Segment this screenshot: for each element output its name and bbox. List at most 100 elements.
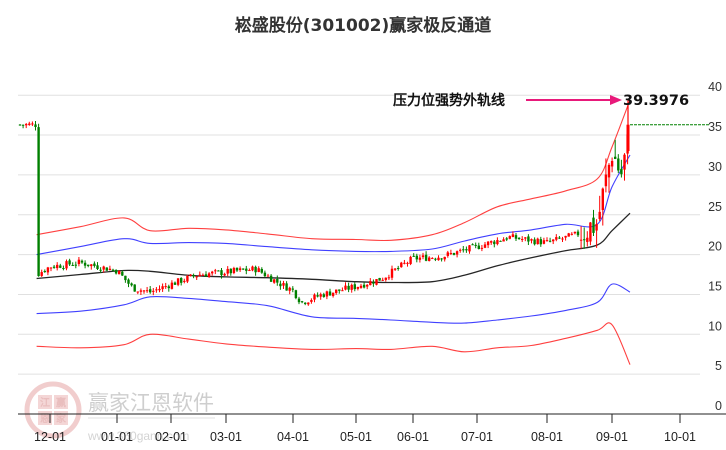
candle <box>276 278 279 283</box>
watermark-logo-char: 恩 <box>40 413 50 425</box>
x-tick-label: 09-01 <box>596 430 628 444</box>
chart-title: 崧盛股份(301002)赢家极反通道 <box>234 16 492 36</box>
candle <box>505 238 508 240</box>
candle <box>595 223 598 231</box>
candle <box>43 271 46 273</box>
candle <box>77 259 81 265</box>
candle <box>477 245 480 249</box>
candle <box>514 235 518 239</box>
candle <box>397 267 400 269</box>
candle <box>195 276 198 278</box>
candle <box>604 174 608 187</box>
arrow-head-icon <box>610 95 622 105</box>
candle <box>626 124 630 151</box>
candle <box>372 282 375 284</box>
candle <box>384 277 387 280</box>
annotation: 压力位强势外轨线 39.3976 <box>393 92 689 109</box>
candle <box>83 262 87 266</box>
candle <box>552 239 555 242</box>
candle <box>601 188 604 211</box>
x-tick-label: 06-01 <box>397 430 429 444</box>
candle <box>508 236 511 239</box>
outer-upper-band-line <box>36 99 631 242</box>
candle <box>598 211 601 219</box>
candle <box>496 240 499 245</box>
candle <box>533 239 536 245</box>
x-tick-label: 01-01 <box>101 430 133 444</box>
candle <box>480 247 484 249</box>
candle <box>214 270 217 272</box>
inner-upper-band-line <box>36 154 631 256</box>
candle <box>462 249 465 251</box>
candle <box>183 280 186 282</box>
candle <box>341 290 344 292</box>
candle <box>245 268 248 271</box>
watermark-logo-char: 赢 <box>56 396 66 409</box>
candle <box>459 249 462 251</box>
candle <box>307 302 310 305</box>
candle <box>362 284 366 288</box>
candle <box>369 281 372 286</box>
candle <box>207 273 211 278</box>
candle <box>570 233 573 235</box>
candle <box>291 288 294 290</box>
candle <box>564 235 567 238</box>
candle <box>180 277 183 283</box>
x-tick-label: 08-01 <box>531 430 563 444</box>
candle <box>263 272 267 277</box>
candle <box>269 275 273 282</box>
candle <box>468 245 471 252</box>
candle <box>87 264 90 266</box>
candle <box>381 279 384 281</box>
x-tick-label: 02-01 <box>155 430 187 444</box>
candle <box>455 251 459 255</box>
candle <box>235 267 239 271</box>
candle <box>387 277 391 279</box>
candle <box>530 239 533 241</box>
candle <box>335 289 338 294</box>
candle <box>201 274 205 276</box>
candle <box>524 237 527 239</box>
candle <box>366 284 369 287</box>
candle <box>437 257 440 261</box>
candle <box>189 274 192 276</box>
candle <box>282 282 285 286</box>
y-tick-label: 35 <box>708 120 722 134</box>
candle <box>74 264 77 266</box>
candle <box>99 269 102 271</box>
candle <box>260 268 263 273</box>
candle <box>257 268 260 272</box>
candle <box>313 294 316 300</box>
candle <box>254 266 257 273</box>
x-tick-label: 07-01 <box>461 430 493 444</box>
candle <box>567 233 570 237</box>
candle <box>288 287 291 291</box>
candlesticks <box>18 99 630 306</box>
candle <box>56 264 59 269</box>
candle <box>493 241 496 245</box>
candle <box>139 290 143 292</box>
candle <box>434 258 437 260</box>
candle <box>25 124 28 126</box>
candle <box>614 156 617 159</box>
candle <box>152 290 155 292</box>
candle <box>610 160 614 167</box>
watermark-brand-name: 赢家江恩软件 <box>88 391 214 415</box>
candle <box>161 286 164 290</box>
candle <box>111 269 115 271</box>
candle <box>449 252 453 254</box>
candle <box>28 123 31 125</box>
candle <box>316 295 319 297</box>
candle <box>62 267 65 269</box>
watermark-logo-cell <box>54 395 68 409</box>
candle <box>545 240 549 242</box>
y-tick-label: 5 <box>715 359 722 373</box>
candle <box>350 284 353 290</box>
y-tick-label: 20 <box>708 240 722 254</box>
candle <box>502 239 505 242</box>
candle <box>431 258 434 260</box>
candle <box>49 267 53 269</box>
candle <box>328 291 332 296</box>
x-tick-label: 04-01 <box>277 430 309 444</box>
candle <box>331 292 335 296</box>
